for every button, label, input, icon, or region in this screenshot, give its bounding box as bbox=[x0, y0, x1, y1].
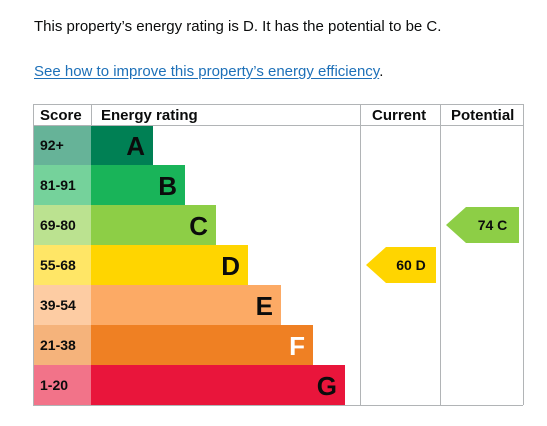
potential-rating-arrow bbox=[446, 207, 519, 243]
improve-link-line: See how to improve this property’s energ… bbox=[34, 62, 383, 82]
rating-summary: This property’s energy rating is D. It h… bbox=[34, 18, 442, 35]
score-label-c: 69-80 bbox=[40, 217, 76, 233]
rating-letter-b: B bbox=[158, 171, 177, 201]
score-cell-b bbox=[33, 165, 91, 205]
potential-header: Potential bbox=[451, 107, 514, 124]
rating-bar-b bbox=[91, 165, 185, 205]
energy-rating-header: Energy rating bbox=[101, 107, 198, 124]
current-header: Current bbox=[372, 107, 426, 124]
rating-letter-a: A bbox=[126, 131, 145, 161]
rating-letter-c: C bbox=[189, 211, 208, 241]
improve-efficiency-link[interactable]: See how to improve this property’s energ… bbox=[34, 63, 380, 80]
score-cell-a bbox=[33, 125, 91, 165]
potential-rating-label: 74 C bbox=[478, 217, 508, 233]
score-cell-f bbox=[33, 325, 91, 365]
score-label-a: 92+ bbox=[40, 137, 64, 153]
score-cell-e bbox=[33, 285, 91, 325]
link-suffix: . bbox=[379, 63, 384, 80]
rating-bar-d bbox=[91, 245, 248, 285]
score-cell-g bbox=[33, 365, 91, 405]
score-cell-d bbox=[33, 245, 91, 285]
score-header: Score bbox=[40, 107, 82, 124]
score-label-f: 21-38 bbox=[40, 337, 76, 353]
current-rating-label: 60 D bbox=[396, 257, 426, 273]
rating-letter-f: F bbox=[289, 331, 305, 361]
rating-bar-f bbox=[91, 325, 313, 365]
score-label-g: 1-20 bbox=[40, 377, 68, 393]
rating-bar-a bbox=[91, 125, 153, 165]
current-rating-arrow bbox=[366, 247, 436, 283]
score-label-d: 55-68 bbox=[40, 257, 76, 273]
rating-letter-e: E bbox=[256, 291, 273, 321]
rating-letter-d: D bbox=[221, 251, 240, 281]
rating-bar-c bbox=[91, 205, 216, 245]
score-cell-c bbox=[33, 205, 91, 245]
score-label-b: 81-91 bbox=[40, 177, 76, 193]
rating-bar-g bbox=[91, 365, 345, 405]
score-label-e: 39-54 bbox=[40, 297, 76, 313]
rating-letter-g: G bbox=[317, 371, 337, 401]
rating-bar-e bbox=[91, 285, 281, 325]
